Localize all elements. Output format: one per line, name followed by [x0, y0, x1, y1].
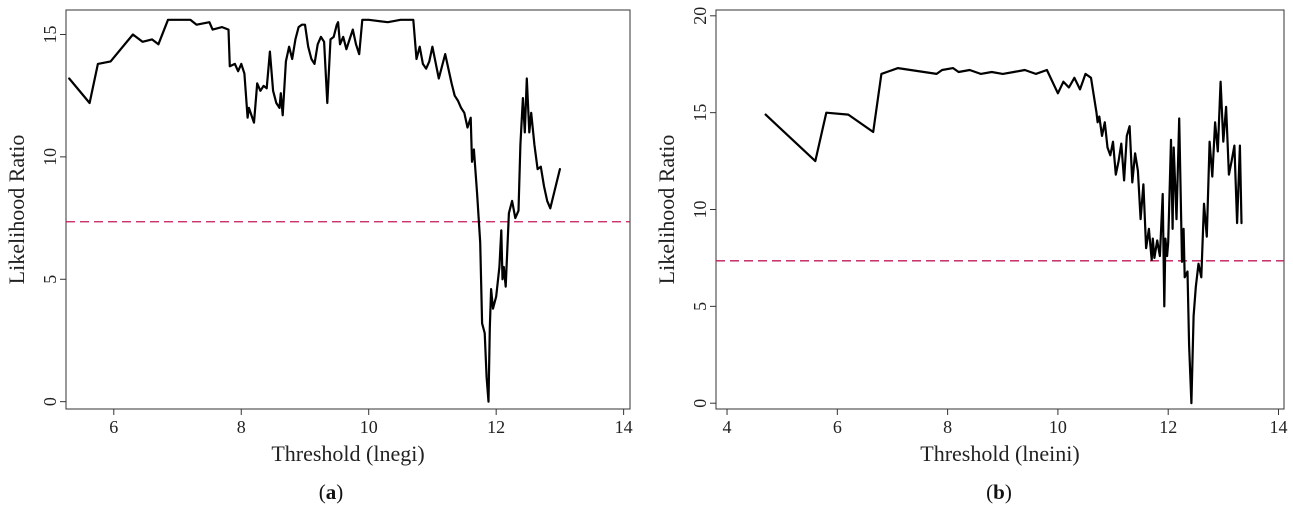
x-tick-label: 10 [1049, 417, 1067, 437]
likelihood-ratio-line [764, 66, 1243, 405]
x-tick-label: 10 [360, 417, 378, 437]
caption-b-letter: b [993, 480, 1005, 504]
x-tick-label: 8 [237, 417, 246, 437]
y-tick-label: 20 [690, 7, 710, 25]
plot-frame [65, 9, 631, 410]
x-tick-label: 14 [1269, 417, 1287, 437]
y-tick-label: 15 [690, 104, 710, 122]
caption-a: (a) [318, 480, 344, 504]
likelihood-ratio-line [68, 18, 562, 403]
caption-a-letter: a [325, 480, 337, 504]
chart-panel-a: 6 8 10 12 14 0 5 10 15 Threshold (lnegi) Likelihoo… [0, 0, 646, 529]
x-tick-label: 12 [487, 417, 505, 437]
x-tick-label: 12 [1159, 417, 1177, 437]
chart-a: 6 8 10 12 14 0 5 10 15 Threshold (lnegi) Likelihoo… [4, 9, 633, 466]
y-tick-label: 0 [40, 397, 60, 406]
x-axis-label: Threshold (lnegi) [271, 441, 424, 466]
y-tick-label: 0 [690, 399, 710, 408]
y-axis-label: Likelihood Ratio [4, 135, 29, 285]
x-tick-label: 14 [615, 417, 633, 437]
chart-panel-b: 4 6 8 10 12 14 0 5 10 15 20 Threshold (lneini) Likel… [650, 0, 1293, 529]
x-tick-label: 6 [109, 417, 118, 437]
y-tick-label: 10 [40, 148, 60, 166]
plot-frame [715, 9, 1285, 410]
chart-b: 4 6 8 10 12 14 0 5 10 15 20 Threshold (lneini) Likel… [654, 7, 1287, 466]
x-tick-label: 8 [943, 417, 952, 437]
y-tick-label: 10 [690, 201, 710, 219]
y-axis-label: Likelihood Ratio [654, 135, 679, 285]
x-tick-label: 6 [833, 417, 842, 437]
x-tick-label: 4 [723, 417, 732, 437]
caption-b: (b) [986, 480, 1012, 504]
x-axis-label: Threshold (lneini) [920, 441, 1079, 466]
y-tick-label: 5 [40, 275, 60, 284]
y-tick-label: 5 [690, 302, 710, 311]
y-tick-label: 15 [40, 25, 60, 43]
